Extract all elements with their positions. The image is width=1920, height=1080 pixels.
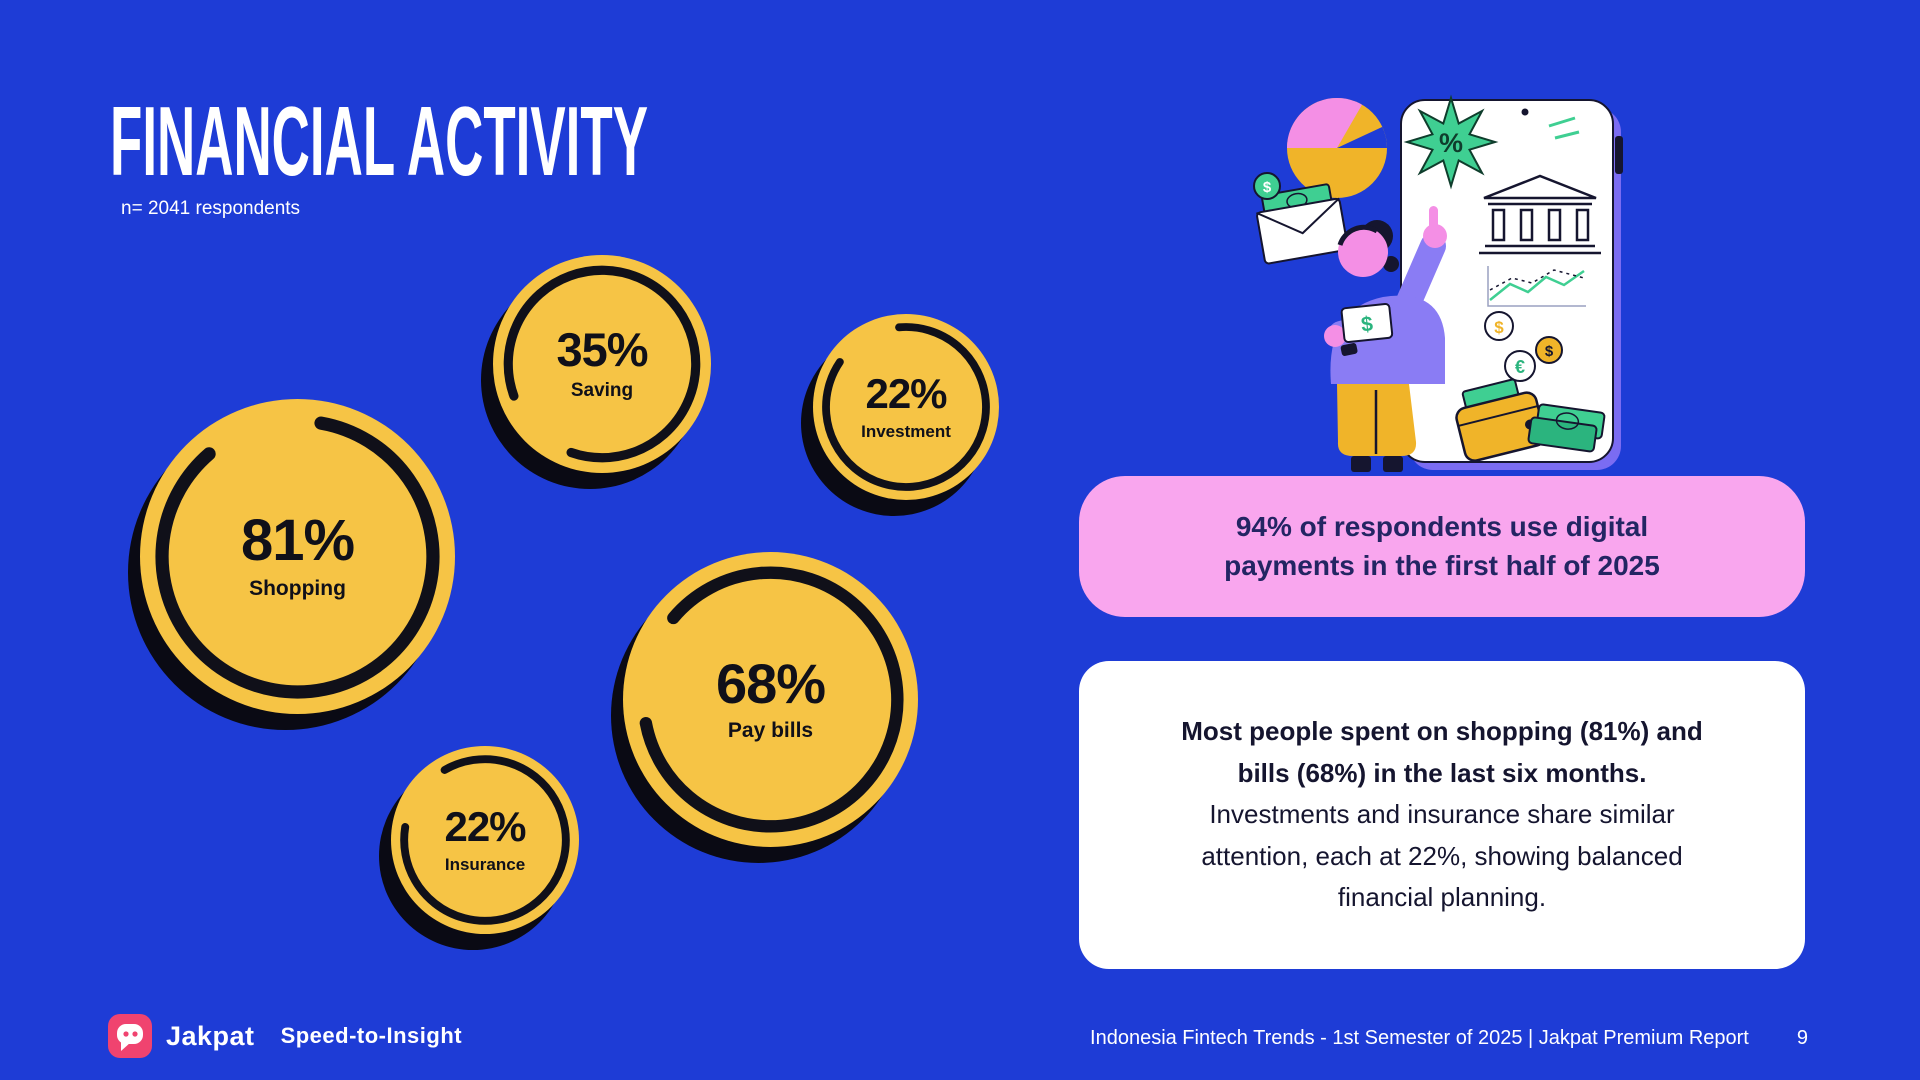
envelope-money-icon [1256, 183, 1349, 265]
fintech-illustration: $ % [1237, 94, 1635, 482]
sample-size-label: n= 2041 respondents [121, 198, 301, 219]
bubble-label: Insurance [444, 854, 526, 874]
coin-euro-glyph: € [1515, 357, 1525, 377]
bubble-shopping: 81% Shopping [140, 399, 455, 714]
bubble-value: 22% [444, 802, 526, 850]
page-title: FINANCIAL ACTIVITY [110, 86, 649, 196]
progress-ring-icon [503, 265, 701, 463]
bubble-insurance: 22% Insurance [391, 746, 579, 934]
progress-ring-icon [822, 323, 990, 491]
progress-ring-icon [637, 566, 904, 833]
bank-icon [1479, 174, 1601, 255]
report-title: Indonesia Fintech Trends - 1st Semester … [1090, 1027, 1749, 1049]
bubble-saving: 35% Saving [493, 255, 711, 473]
bubble-value: 35% [556, 323, 648, 376]
bubble-value: 81% [240, 508, 355, 573]
coin-dollar-glyph: $ [1545, 343, 1554, 360]
trend-chart-icon [1487, 266, 1586, 307]
bubble-investment: 22% Investment [813, 314, 999, 500]
highlight-card: 94% of respondents use digital payments … [1079, 476, 1805, 617]
euro-coin-icon: € [1504, 350, 1536, 382]
highlight-text: 94% of respondents use digital payments … [1224, 510, 1660, 581]
cash-icon [1527, 403, 1606, 453]
footer-report-area: Indonesia Fintech Trends - 1st Semester … [1090, 1027, 1808, 1050]
bubble-value: 68% [715, 652, 826, 715]
starburst-percent-icon: % [1403, 94, 1499, 190]
progress-ring-icon [400, 755, 570, 925]
coin-dollar-glyph: $ [1494, 318, 1504, 337]
starburst-percent-glyph: % [1439, 128, 1463, 158]
bubble-label: Investment [861, 421, 951, 441]
dollar-coin-icon: $ [1535, 336, 1563, 364]
bubble-label: Saving [570, 380, 634, 401]
page-number: 9 [1796, 1027, 1808, 1049]
watch-icon [1340, 343, 1358, 356]
bubble-pay-bills: 68% Pay bills [623, 552, 918, 847]
phone-camera-dot [1521, 108, 1529, 116]
pie-chart-icon [1287, 98, 1387, 198]
progress-ring-icon [155, 414, 440, 699]
jakpat-logo-icon [108, 1014, 152, 1058]
insight-card: Most people spent on shopping (81%) and … [1079, 661, 1805, 969]
fintech-illustration-svg: $ % [1253, 94, 1623, 472]
bubble-label: Shopping [249, 577, 346, 600]
brand-tagline: Speed-to-Insight [280, 1023, 463, 1048]
dollar-card-icon: $ [1340, 302, 1394, 344]
head-icon [1338, 227, 1388, 277]
insight-regular-text: Investments and insurance share similar … [1201, 799, 1683, 913]
coin-dollar-glyph: $ [1263, 179, 1272, 196]
bubble-value: 22% [865, 369, 947, 417]
wallet-icon [1455, 378, 1547, 462]
insight-text: Most people spent on shopping (81%) and … [1160, 711, 1725, 919]
insight-bold-text: Most people spent on shopping (81%) and … [1181, 716, 1703, 788]
person-illustration: $ [1324, 206, 1447, 472]
card-dollar-glyph: $ [1360, 312, 1374, 336]
dollar-coin-icon: $ [1484, 311, 1514, 341]
brand-name: Jakpat [166, 1020, 255, 1051]
dollar-coin-icon: $ [1253, 172, 1281, 200]
bubble-label: Pay bills [727, 719, 814, 742]
phone-side-button [1615, 136, 1623, 174]
footer-brand-area: Jakpat Speed-to-Insight [108, 1014, 462, 1058]
